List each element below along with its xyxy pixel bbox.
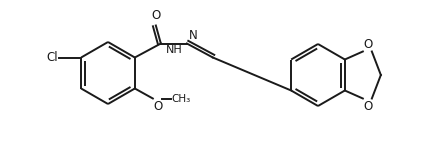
Text: NH: NH <box>165 45 182 54</box>
Text: O: O <box>153 99 163 112</box>
Text: O: O <box>363 37 372 50</box>
Text: CH₃: CH₃ <box>171 93 191 103</box>
Text: O: O <box>363 99 372 112</box>
Text: O: O <box>151 9 160 22</box>
Text: N: N <box>188 28 197 41</box>
Text: Cl: Cl <box>46 51 58 64</box>
